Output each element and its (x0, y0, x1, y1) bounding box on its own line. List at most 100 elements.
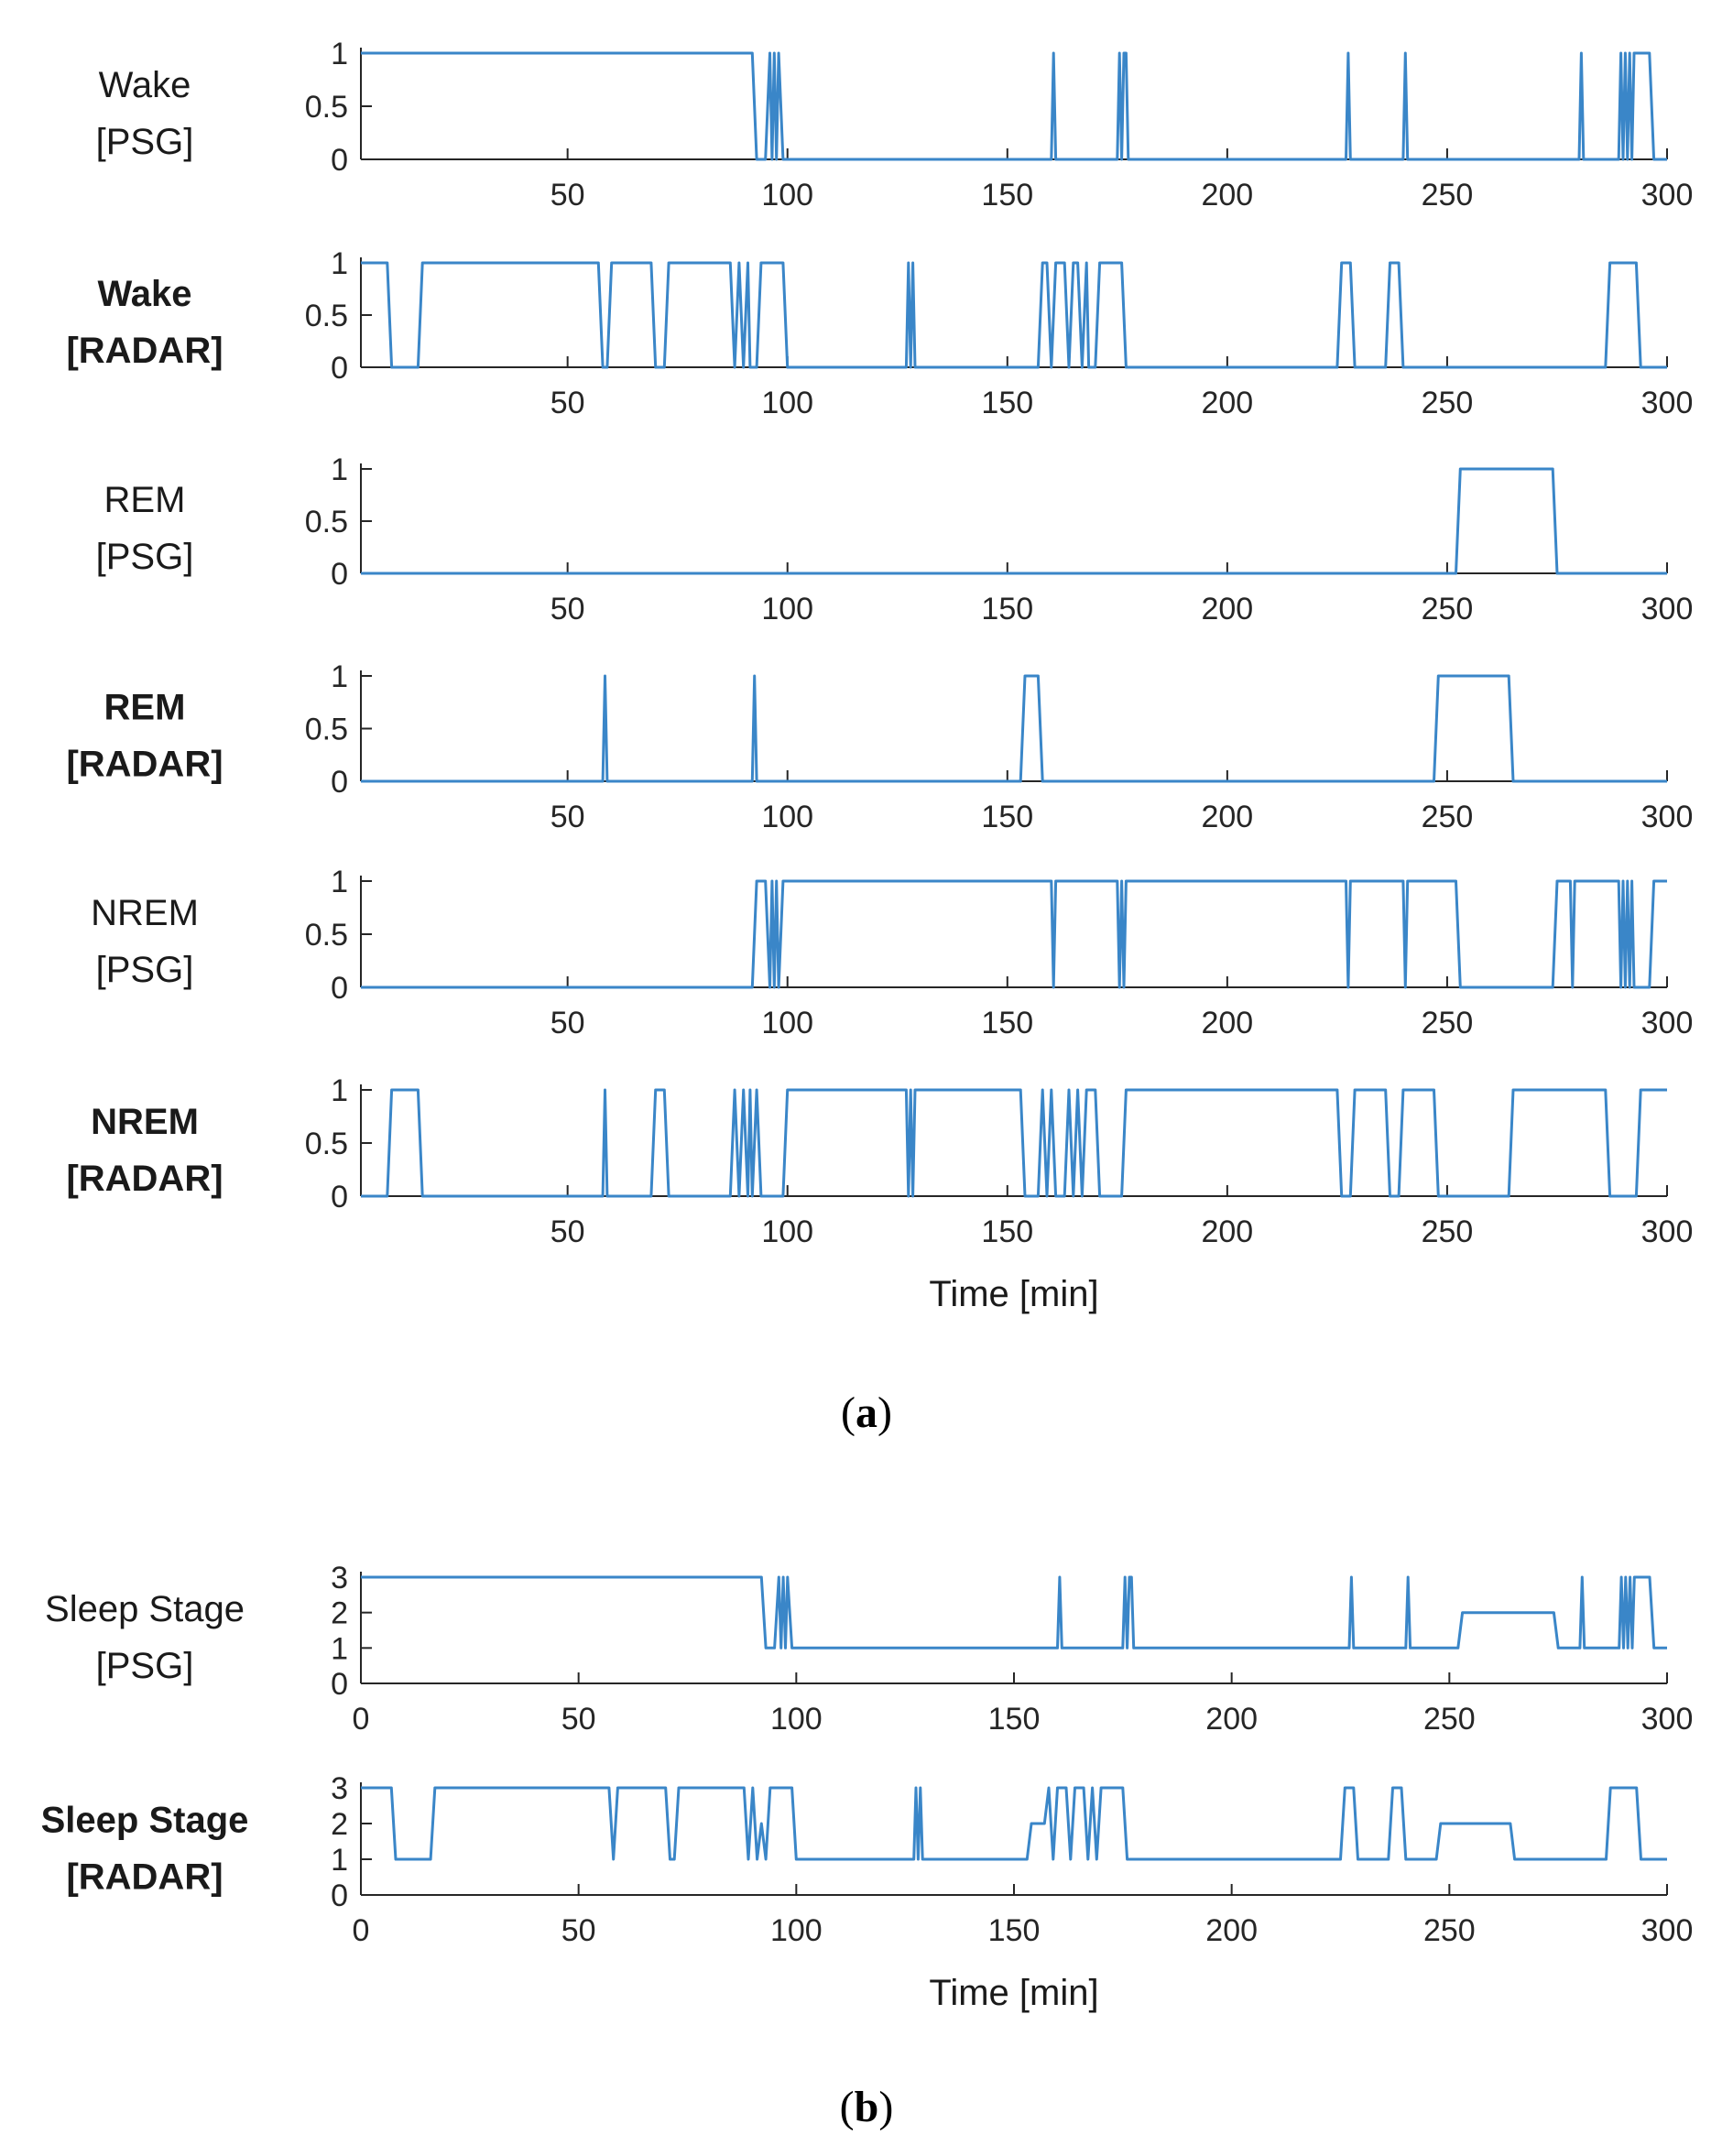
y-tick-label: 1 (331, 452, 348, 487)
panel-label-line2: [PSG] (96, 950, 194, 990)
caption-b-letter: b (855, 2083, 879, 2131)
panel-label-line2: [RADAR] (66, 1159, 223, 1199)
y-tick-label: 0 (331, 1878, 348, 1913)
x-tick-label: 100 (761, 386, 813, 420)
x-tick-label: 300 (1641, 1702, 1694, 1737)
x-tick-label: 50 (550, 178, 585, 212)
y-tick-label: 0 (331, 1667, 348, 1702)
x-tick-label: 300 (1641, 592, 1694, 626)
y-tick-label: 0 (331, 971, 348, 1006)
panel-label-line1: Wake (97, 274, 191, 314)
panel-label-line2: [PSG] (96, 537, 194, 577)
x-tick-label: 150 (981, 386, 1033, 420)
panel-label-line2: [RADAR] (66, 745, 223, 785)
x-tick-label: 200 (1205, 1702, 1258, 1737)
series-line (361, 1575, 1667, 1650)
panel-label-line1: Wake (99, 65, 191, 105)
y-tick-label: 1 (331, 37, 348, 71)
x-tick-label: 50 (550, 386, 585, 420)
panel-label-line1: REM (104, 480, 186, 520)
series-line (361, 1088, 1667, 1198)
y-tick-label: 0 (331, 557, 348, 592)
x-tick-label: 200 (1201, 1214, 1253, 1249)
y-tick-label: 0.5 (305, 299, 348, 333)
x-tick-label: 250 (1422, 178, 1474, 212)
x-tick-label: 250 (1422, 386, 1474, 420)
x-tick-label: 150 (981, 1214, 1033, 1249)
y-tick-label: 2 (331, 1807, 348, 1842)
x-tick-label: 100 (761, 1006, 813, 1040)
x-tick-label: 250 (1423, 1702, 1476, 1737)
y-tick-label: 0.5 (305, 1127, 348, 1161)
x-tick-label: 100 (770, 1913, 823, 1948)
caption-a: (a) (841, 1388, 892, 1437)
series-line (361, 467, 1667, 575)
x-tick-label: 300 (1641, 386, 1694, 420)
series-line (361, 674, 1667, 783)
x-tick-label: 250 (1422, 1214, 1474, 1249)
series-line (361, 1786, 1667, 1861)
panel-label-line2: [RADAR] (66, 1857, 223, 1898)
x-axis-title: Time [min] (929, 1274, 1098, 1314)
panel-label-line2: [PSG] (96, 122, 194, 162)
x-tick-label: 100 (761, 800, 813, 834)
panel-label-line1: Sleep Stage (41, 1801, 249, 1841)
y-tick-label: 1 (331, 1631, 348, 1666)
panel-label-line1: NREM (91, 1102, 199, 1142)
x-tick-label: 200 (1201, 800, 1253, 834)
panel-label-line1: NREM (91, 893, 199, 933)
y-tick-label: 0 (331, 351, 348, 386)
x-tick-label: 300 (1641, 178, 1694, 212)
panel-label-line2: [RADAR] (66, 331, 223, 371)
y-tick-label: 3 (331, 1561, 348, 1595)
x-tick-label: 100 (761, 592, 813, 626)
caption-a-letter: a (856, 1388, 877, 1437)
y-tick-label: 0 (331, 765, 348, 800)
series-line (361, 879, 1667, 989)
x-tick-label: 300 (1641, 1006, 1694, 1040)
x-tick-label: 100 (770, 1702, 823, 1737)
x-tick-label: 300 (1641, 800, 1694, 834)
x-tick-label: 50 (561, 1913, 596, 1948)
y-tick-label: 0.5 (305, 713, 348, 747)
panel-label-line2: [PSG] (96, 1646, 194, 1686)
x-tick-label: 200 (1201, 592, 1253, 626)
x-tick-label: 150 (981, 178, 1033, 212)
x-tick-label: 300 (1641, 1214, 1694, 1249)
x-tick-label: 200 (1201, 1006, 1253, 1040)
y-tick-label: 1 (331, 1843, 348, 1878)
y-tick-label: 0.5 (305, 918, 348, 953)
y-tick-label: 1 (331, 1073, 348, 1108)
x-tick-label: 50 (550, 1214, 585, 1249)
x-tick-label: 300 (1641, 1913, 1694, 1948)
x-tick-label: 150 (981, 800, 1033, 834)
x-tick-label: 150 (988, 1702, 1041, 1737)
x-tick-label: 200 (1201, 386, 1253, 420)
caption-b: (b) (840, 2083, 894, 2131)
x-tick-label: 250 (1423, 1913, 1476, 1948)
series-line (361, 261, 1667, 369)
x-tick-label: 50 (561, 1702, 596, 1737)
x-tick-label: 100 (761, 1214, 813, 1249)
x-tick-label: 200 (1201, 178, 1253, 212)
x-tick-label: 250 (1422, 592, 1474, 626)
x-tick-label: 50 (550, 1006, 585, 1040)
x-tick-label: 250 (1422, 800, 1474, 834)
y-tick-label: 0.5 (305, 90, 348, 125)
y-tick-label: 3 (331, 1771, 348, 1806)
x-axis-title: Time [min] (929, 1973, 1098, 2013)
y-tick-label: 1 (331, 865, 348, 899)
x-tick-label: 200 (1205, 1913, 1258, 1948)
y-tick-label: 1 (331, 246, 348, 281)
x-tick-label: 100 (761, 178, 813, 212)
